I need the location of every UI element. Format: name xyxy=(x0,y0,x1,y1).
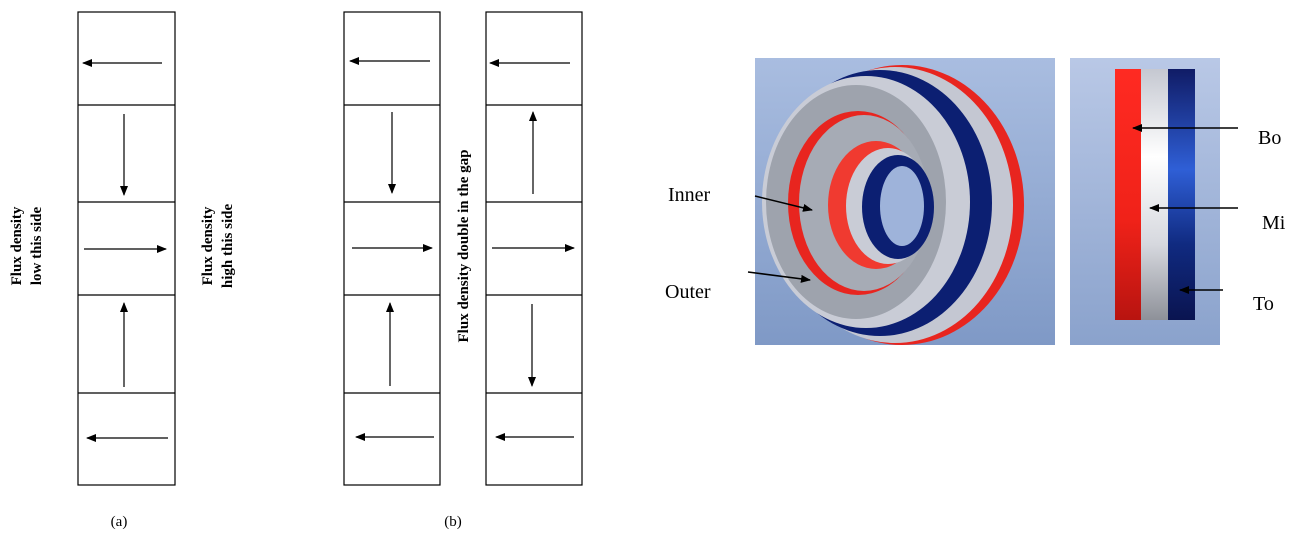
magnetization-arrows-b-right xyxy=(489,59,575,441)
section-red-band xyxy=(1115,69,1141,320)
magnet-column-b-left xyxy=(343,11,441,486)
section-blue-band xyxy=(1168,69,1195,320)
caption-a: (a) xyxy=(111,514,128,530)
ring-render: Inner Outer Bo Mi To xyxy=(665,58,1286,345)
segment-dividers-b xyxy=(344,104,582,394)
callout-inner: Inner xyxy=(668,184,711,206)
figure-a: Flux density low this side Flux density … xyxy=(9,11,236,530)
label-flux-low-line1: Flux density xyxy=(9,206,25,285)
magnetization-arrows-b-left xyxy=(349,57,434,441)
figure-b: Flux density double in the gap (b) xyxy=(343,11,583,530)
callout-bottom: Bo xyxy=(1258,127,1281,149)
label-flux-high-line1: Flux density xyxy=(200,206,216,285)
segment-dividers-a xyxy=(78,104,175,394)
callout-middle: Mi xyxy=(1262,212,1286,234)
caption-b: (b) xyxy=(444,514,462,530)
section-white-band xyxy=(1141,69,1168,320)
callout-arrows xyxy=(747,124,1238,294)
callout-outer: Outer xyxy=(665,281,711,303)
inner-callout-arrow xyxy=(754,195,813,212)
callout-top: To xyxy=(1253,293,1274,315)
magnet-column-b-right xyxy=(485,11,583,486)
label-flux-double-gap: Flux density double in the gap xyxy=(456,150,472,343)
magnet-column-a xyxy=(77,11,176,486)
label-flux-high-line2: high this side xyxy=(220,204,236,289)
outer-callout-arrow xyxy=(747,271,811,283)
ring-hole xyxy=(880,166,924,246)
magnetization-arrows-a xyxy=(82,59,168,442)
label-flux-low-line2: low this side xyxy=(29,206,45,285)
